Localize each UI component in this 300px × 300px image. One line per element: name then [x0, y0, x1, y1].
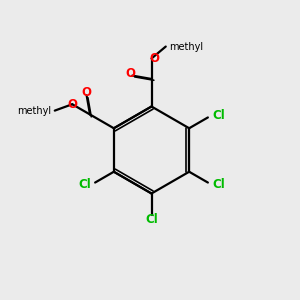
Text: O: O — [149, 52, 160, 65]
Text: methyl: methyl — [169, 41, 203, 52]
Text: Cl: Cl — [145, 213, 158, 226]
Text: O: O — [125, 67, 135, 80]
Text: methyl: methyl — [17, 106, 51, 116]
Text: O: O — [67, 98, 77, 111]
Text: Cl: Cl — [212, 110, 225, 122]
Text: Cl: Cl — [78, 178, 91, 190]
Text: O: O — [82, 86, 92, 99]
Text: Cl: Cl — [212, 178, 225, 190]
